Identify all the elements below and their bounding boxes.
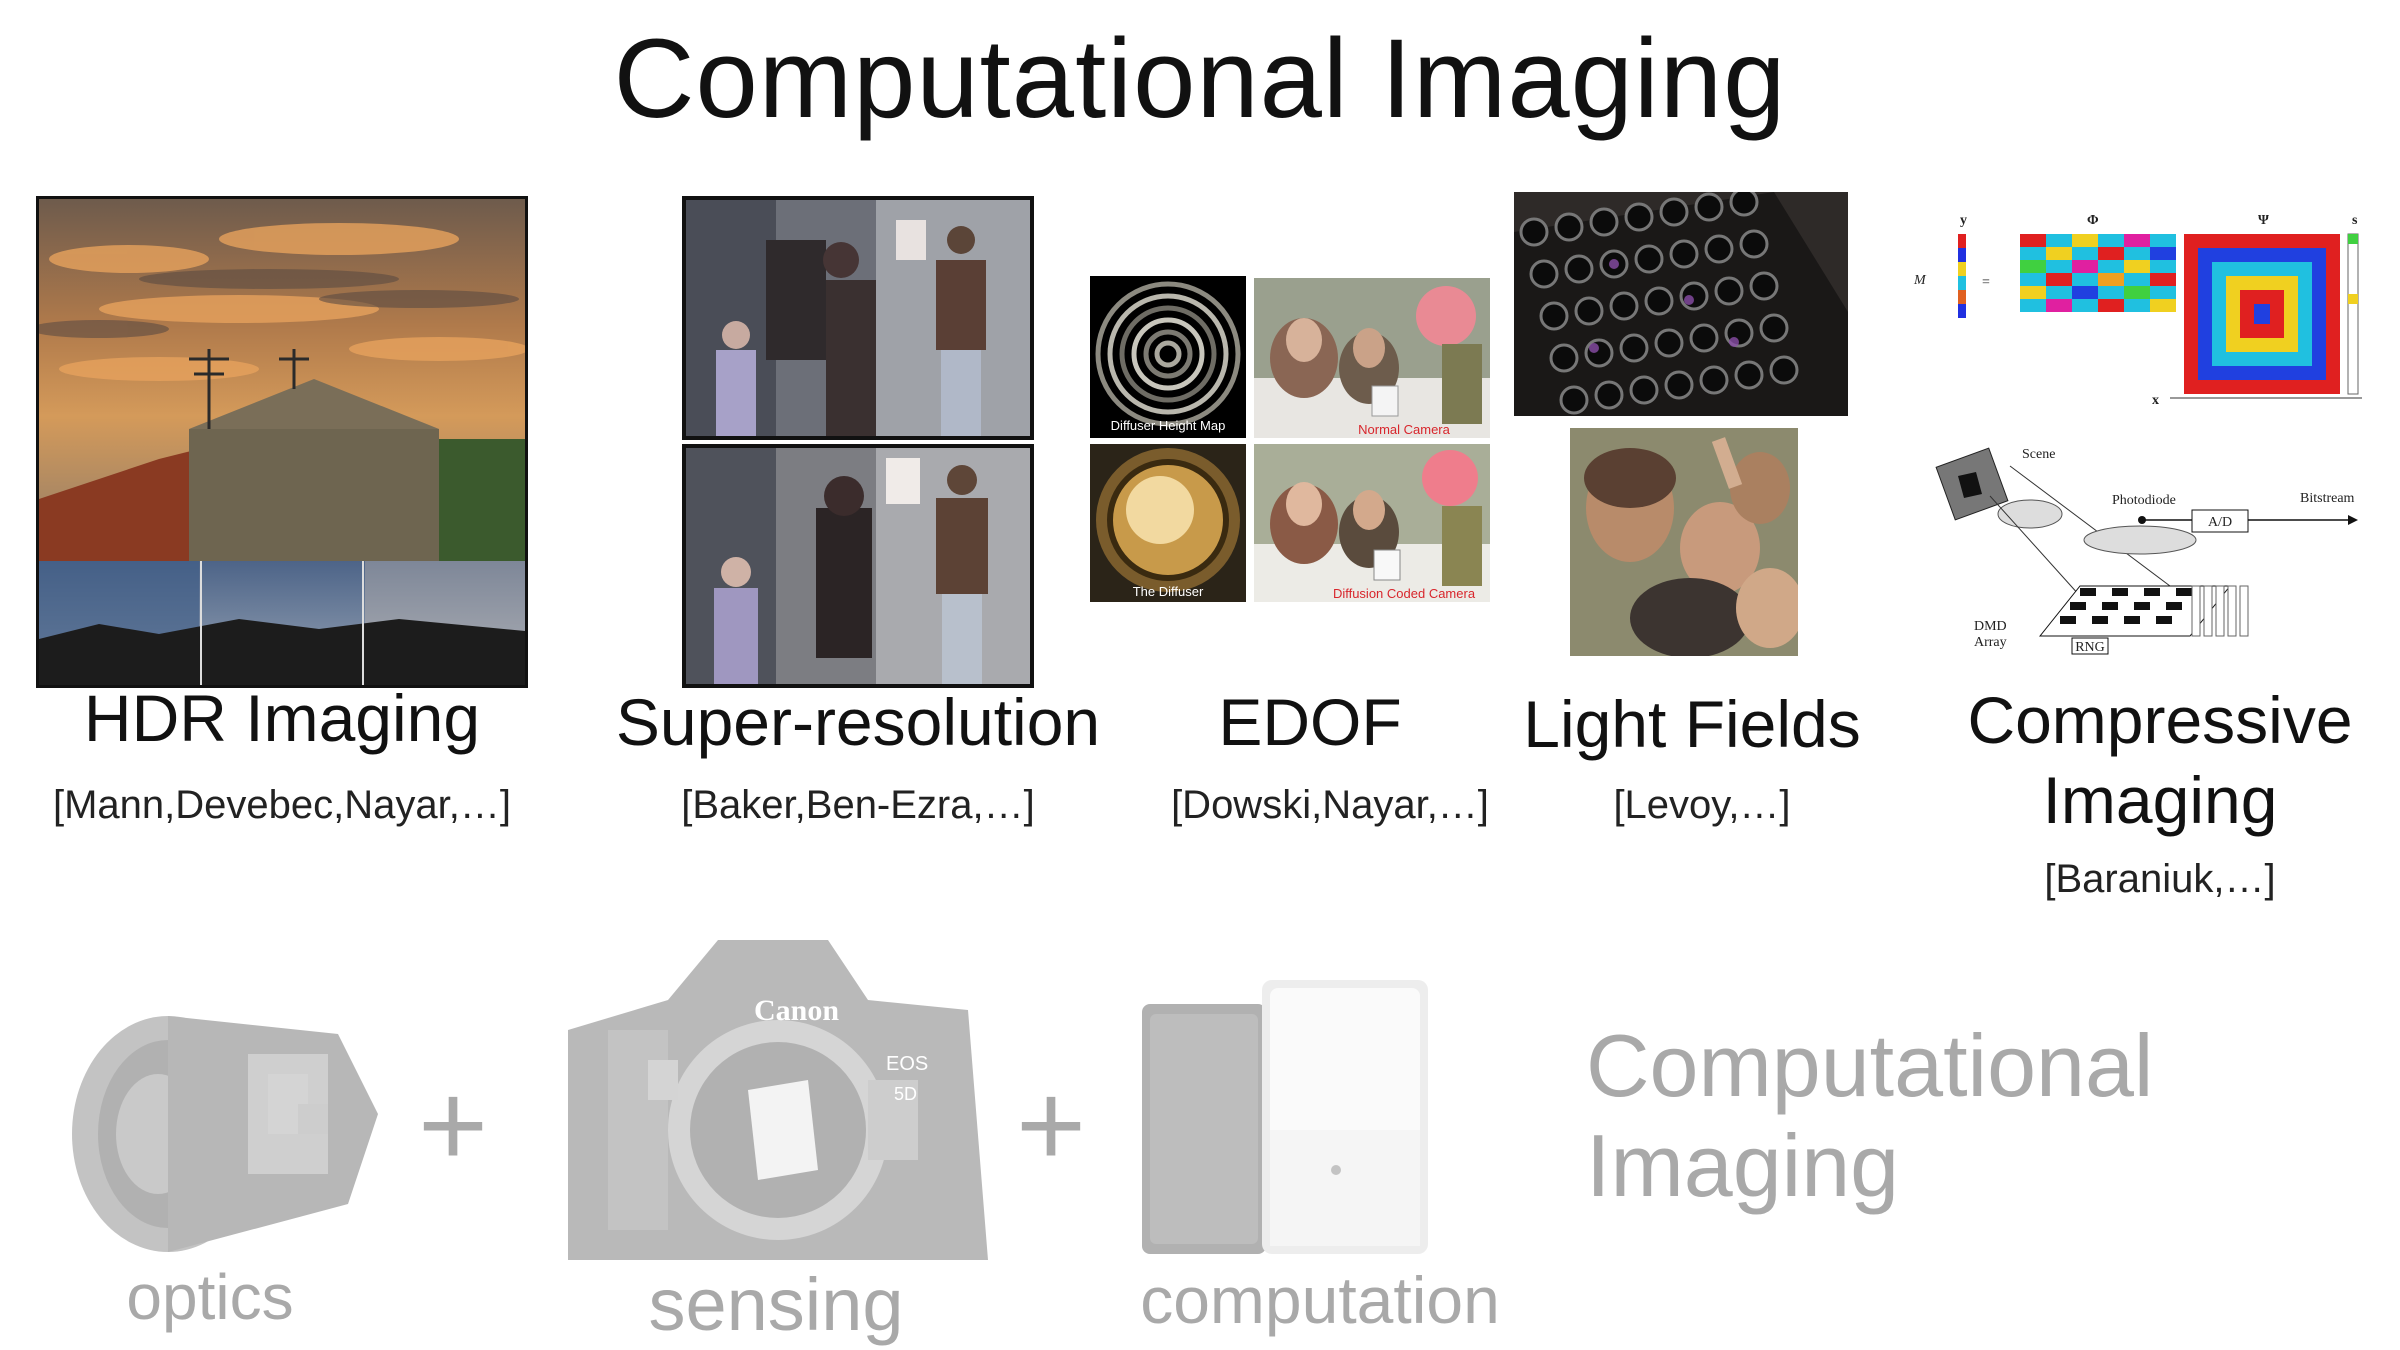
dmd-label: DMD xyxy=(1974,619,2007,634)
m-label: M xyxy=(1913,273,1927,288)
light-field-camera-array-image xyxy=(1514,192,1848,416)
light-fields-label: Light Fields xyxy=(1523,687,1861,761)
compressive-imaging-citation: [Baraniuk,…] xyxy=(2044,857,2276,901)
camera-lens-image xyxy=(58,964,398,1264)
normal-camera-caption: Normal Camera xyxy=(1358,422,1451,437)
y-label: y xyxy=(1960,213,1967,228)
scene-label: Scene xyxy=(2022,447,2055,462)
plus-sign-2: + xyxy=(1016,1058,1087,1192)
super-resolution-citation: [Baker,Ben-Ezra,…] xyxy=(681,783,1035,827)
hdr-imaging-citation: [Mann,Devebec,Nayar,…] xyxy=(53,783,511,827)
sensing-label: sensing xyxy=(648,1263,904,1346)
s-label: s xyxy=(2352,213,2358,228)
hdr-imaging-label: HDR Imaging xyxy=(83,681,481,755)
plus-sign-1: + xyxy=(418,1058,489,1192)
edof-citation: [Dowski,Nayar,…] xyxy=(1171,783,1489,827)
bitstream-label: Bitstream xyxy=(2300,491,2355,506)
optics-label: optics xyxy=(126,1261,294,1333)
super-resolution-high-res-image xyxy=(682,444,1034,688)
compressive-imaging-label-line1: Compressive xyxy=(1967,683,2353,757)
the-diffuser-caption: The Diffuser xyxy=(1133,584,1204,599)
x-label: x xyxy=(2152,393,2159,408)
phi-label: Φ xyxy=(2087,213,2099,228)
model-number-text: 5D xyxy=(894,1084,917,1104)
compressive-matrix-figure: y Φ Ψ s M = xyxy=(1912,204,2376,410)
diffuser-height-map-caption: Diffuser Height Map xyxy=(1111,418,1226,433)
edof-diffusion-coded-camera-image: Diffusion Coded Camera xyxy=(1254,444,1490,602)
photodiode-label: Photodiode xyxy=(2112,493,2176,508)
canon-brand-text: Canon xyxy=(754,994,839,1027)
computer-tower-image xyxy=(1136,970,1436,1260)
diffusion-coded-camera-caption: Diffusion Coded Camera xyxy=(1333,586,1476,601)
equals-sign: = xyxy=(1982,275,1990,290)
edof-normal-camera-image: Normal Camera xyxy=(1254,278,1490,438)
edof-diffuser-lens-image: The Diffuser xyxy=(1090,444,1246,602)
array-label: Array xyxy=(1974,635,2007,650)
light-field-refocused-crowd-image xyxy=(1570,428,1798,656)
hdr-image xyxy=(36,196,528,688)
ad-label: A/D xyxy=(2208,515,2232,530)
computational-imaging-concept-line1: Computational xyxy=(1586,1016,2154,1115)
single-pixel-camera-diagram: Scene Photodiode A/D Bitstream DMD Array… xyxy=(1930,436,2380,666)
edof-label: EDOF xyxy=(1218,685,1402,759)
compressive-imaging-label-line2: Imaging xyxy=(2042,763,2278,837)
slide-title: Computational Imaging xyxy=(613,16,1787,141)
rng-label: RNG xyxy=(2075,640,2105,655)
super-resolution-low-res-image xyxy=(682,196,1034,440)
psi-label: Ψ xyxy=(2258,213,2269,228)
light-fields-citation: [Levoy,…] xyxy=(1613,783,1791,827)
super-resolution-label: Super-resolution xyxy=(615,685,1101,759)
computation-label: computation xyxy=(1140,1263,1500,1337)
eos-model-text: EOS xyxy=(886,1053,928,1075)
computational-imaging-concept-line2: Imaging xyxy=(1586,1116,1900,1215)
dslr-camera-cutaway-image: Canon EOS 5D xyxy=(548,920,990,1280)
edof-diffuser-height-map-image: Diffuser Height Map xyxy=(1090,276,1246,438)
